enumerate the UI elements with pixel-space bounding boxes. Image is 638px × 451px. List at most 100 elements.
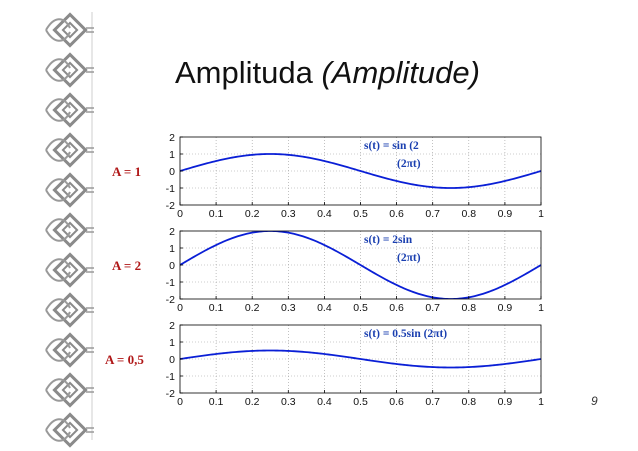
knot-diamond <box>52 12 88 48</box>
formula-text-line2: (2πt) <box>397 158 421 170</box>
knot-curl <box>45 218 71 231</box>
x-tick-label: 0.9 <box>498 396 513 408</box>
chart-panel: 0 0.1 0.2 0.3 0.4 0.5 0.6 0.7 0.8 0.9 1 2 1 0 -1 -2 A = … <box>112 226 544 314</box>
y-tick-label: 1 <box>169 243 175 255</box>
x-tick-label: 0.3 <box>281 396 296 408</box>
knot-curl <box>45 418 71 431</box>
x-tick-label: 1 <box>538 396 544 408</box>
x-tick-label: 0.8 <box>461 302 476 314</box>
knot-ornament <box>45 412 94 448</box>
chart-panel: 0 0.1 0.2 0.3 0.4 0.5 0.6 0.7 0.8 0.9 1 2 1 0 -1 -2 A = … <box>112 132 544 220</box>
x-tick-label: 0.4 <box>317 396 332 408</box>
y-tick-label: 0 <box>169 166 175 178</box>
knot-curl <box>45 258 71 271</box>
knot-inner <box>61 381 79 399</box>
knot-curl <box>45 298 71 311</box>
knot-curl <box>45 178 71 191</box>
x-tick-label: 0.6 <box>389 208 404 220</box>
series-line <box>180 349 541 369</box>
x-tick-label: 0.7 <box>425 302 440 314</box>
knot-tail <box>86 107 94 113</box>
formula-text: s(t) = sin (2 <box>364 140 419 152</box>
x-tick-label: 0 <box>177 396 183 408</box>
x-tick-label: 0.1 <box>209 302 224 314</box>
knot-ornament <box>45 52 94 88</box>
series-line <box>180 231 541 299</box>
y-tick-label: -1 <box>166 183 175 195</box>
knot-curl <box>45 338 71 351</box>
x-tick-label: 0.6 <box>389 302 404 314</box>
formula-text-line2: (2πt) <box>397 252 421 264</box>
knot-ornament <box>45 252 94 288</box>
knot-curl <box>45 58 71 71</box>
knot-tail <box>86 147 94 153</box>
knot-diamond <box>52 212 88 248</box>
formula-text: s(t) = 2sin <box>364 234 413 246</box>
knot-curl <box>45 189 71 202</box>
y-tick-label: -2 <box>166 388 175 400</box>
x-tick-label: 0.7 <box>425 208 440 220</box>
knot-curl <box>45 98 71 111</box>
knot-ornament <box>45 132 94 168</box>
x-tick-label: 0.9 <box>498 208 513 220</box>
y-tick-label: -1 <box>166 277 175 289</box>
series-line <box>180 153 541 189</box>
knot-inner <box>61 141 79 159</box>
y-tick-label: 2 <box>169 320 175 332</box>
knot-curl <box>45 429 71 442</box>
page-number: 9 <box>591 394 598 408</box>
knot-inner <box>61 261 79 279</box>
x-tick-label: 0.6 <box>389 396 404 408</box>
y-tick-label: 0 <box>169 260 175 272</box>
knot-inner <box>61 341 79 359</box>
amplitude-label: A = 1 <box>112 164 141 179</box>
x-tick-label: 0 <box>177 302 183 314</box>
x-tick-label: 0.4 <box>317 302 332 314</box>
knot-inner <box>61 101 79 119</box>
knot-tail <box>86 227 94 233</box>
knot-diamond <box>52 252 88 288</box>
x-tick-label: 0.2 <box>245 396 260 408</box>
knot-ornament <box>45 212 94 248</box>
formula-text: s(t) = 0.5sin (2πt) <box>364 328 447 340</box>
knot-diamond <box>52 132 88 168</box>
knot-ornament <box>45 92 94 128</box>
title-main: Amplituda <box>175 55 313 90</box>
y-tick-label: -2 <box>166 294 175 306</box>
y-tick-label: 1 <box>169 337 175 349</box>
y-tick-label: -1 <box>166 371 175 383</box>
x-tick-label: 0.5 <box>353 396 368 408</box>
knot-diamond <box>52 372 88 408</box>
knot-ornament <box>45 292 94 328</box>
x-tick-label: 0.8 <box>461 396 476 408</box>
knot-tail <box>86 187 94 193</box>
knot-diamond <box>52 52 88 88</box>
x-tick-label: 0.9 <box>498 302 513 314</box>
knot-ornament <box>45 172 94 208</box>
y-tick-label: -2 <box>166 200 175 212</box>
knot-ornament <box>45 372 94 408</box>
x-tick-label: 1 <box>538 302 544 314</box>
knot-curl <box>45 69 71 82</box>
knot-inner <box>61 221 79 239</box>
x-tick-label: 0.7 <box>425 396 440 408</box>
knot-curl <box>45 229 71 242</box>
knot-curl <box>45 349 71 362</box>
decorative-knot-border <box>45 12 94 448</box>
x-tick-label: 0.3 <box>281 302 296 314</box>
x-tick-label: 0.2 <box>245 208 260 220</box>
knot-curl <box>45 109 71 122</box>
y-tick-label: 0 <box>169 354 175 366</box>
knot-curl <box>45 378 71 391</box>
knot-diamond <box>52 332 88 368</box>
knot-curl <box>45 389 71 402</box>
chart-panel: 0 0.1 0.2 0.3 0.4 0.5 0.6 0.7 0.8 0.9 1 2 1 0 -1 -2 A = … <box>105 320 544 408</box>
knot-curl <box>45 29 71 42</box>
slide-title: Amplituda (Amplitude) <box>175 55 480 91</box>
knot-inner <box>61 181 79 199</box>
knot-ornament <box>45 332 94 368</box>
knot-diamond <box>52 412 88 448</box>
knot-inner <box>61 21 79 39</box>
x-tick-label: 0.1 <box>209 208 224 220</box>
